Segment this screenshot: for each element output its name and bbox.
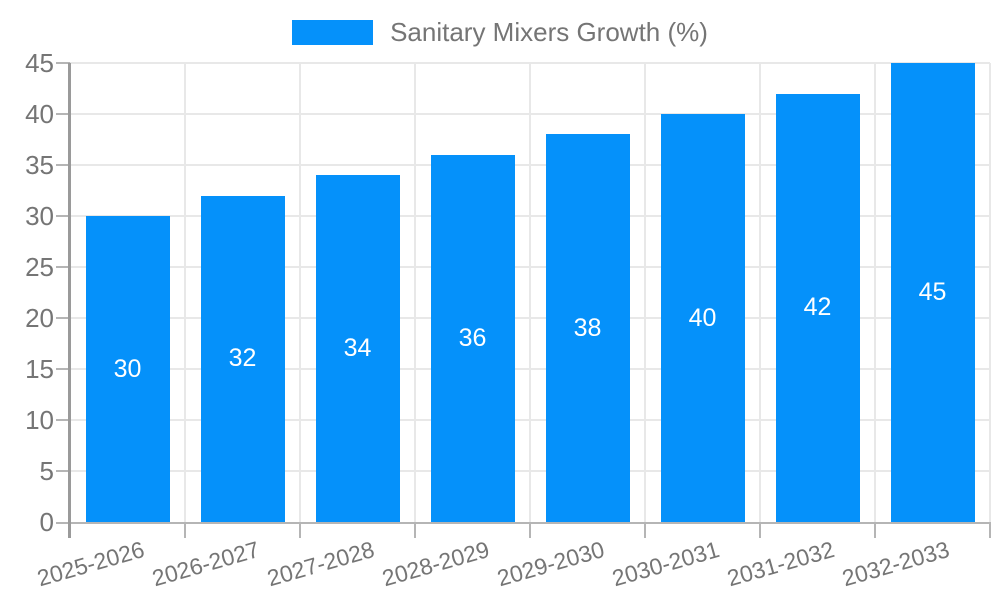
bar: 45	[890, 63, 975, 522]
y-tick	[56, 164, 70, 166]
x-tick-label: 2026-2027	[148, 536, 262, 592]
y-tick	[56, 368, 70, 370]
bar-value-label: 36	[458, 323, 487, 352]
y-tick-label: 25	[25, 252, 54, 282]
x-tick	[644, 522, 646, 538]
x-gridline	[759, 63, 761, 522]
x-tick	[989, 522, 991, 538]
y-tick	[56, 317, 70, 319]
y-tick-label: 30	[25, 201, 54, 231]
x-tick-label: 2030-2031	[608, 536, 722, 592]
bar: 36	[430, 154, 515, 522]
x-gridline	[874, 63, 876, 522]
y-tick	[56, 419, 70, 421]
bar-value-label: 42	[803, 293, 832, 322]
x-tick-label: 2029-2030	[493, 536, 607, 592]
bar-value-label: 45	[918, 278, 947, 306]
y-tick	[56, 113, 70, 115]
bar-value-label: 30	[113, 354, 142, 383]
y-tick-label: 35	[25, 150, 54, 180]
legend-color-swatch	[292, 20, 374, 45]
y-tick	[56, 215, 70, 217]
bar: 32	[200, 195, 285, 522]
x-tick-label: 2031-2032	[723, 536, 837, 592]
y-axis-line	[68, 63, 71, 538]
x-gridline	[644, 63, 646, 522]
y-tick	[56, 266, 70, 268]
x-gridline	[184, 63, 186, 522]
x-tick	[874, 522, 876, 538]
bar-value-label: 34	[343, 334, 372, 363]
y-tick	[56, 62, 70, 64]
bar-value-label: 32	[228, 344, 257, 373]
x-tick	[299, 522, 301, 538]
legend-label: Sanitary Mixers Growth (%)	[390, 17, 708, 47]
y-tick-label: 40	[25, 99, 54, 129]
x-tick-label: 2028-2029	[378, 536, 492, 592]
bar: 38	[545, 134, 630, 522]
y-tick-label: 5	[39, 456, 54, 486]
x-tick-label: 2027-2028	[263, 536, 377, 592]
bar: 40	[660, 114, 745, 522]
x-tick	[529, 522, 531, 538]
y-tick-label: 15	[25, 354, 54, 384]
bar-value-label: 40	[688, 303, 717, 332]
x-gridline	[989, 63, 991, 522]
x-gridline	[529, 63, 531, 522]
y-tick-label: 10	[25, 405, 54, 435]
bar: 42	[775, 93, 860, 522]
y-tick-label: 0	[39, 507, 54, 537]
x-tick	[759, 522, 761, 538]
x-gridline	[414, 63, 416, 522]
bar-value-label: 38	[573, 313, 602, 342]
x-gridline	[299, 63, 301, 522]
bar: 34	[315, 175, 400, 522]
y-tick	[56, 522, 70, 524]
x-tick-label: 2025-2026	[33, 536, 147, 592]
x-tick-label: 2032-2033	[838, 536, 952, 592]
legend: Sanitary Mixers Growth (%)	[0, 17, 1000, 48]
y-tick-label: 20	[25, 303, 54, 333]
y-tick	[56, 470, 70, 472]
y-tick-label: 45	[25, 48, 54, 78]
bar: 30	[85, 216, 170, 522]
x-tick	[184, 522, 186, 538]
x-tick	[414, 522, 416, 538]
